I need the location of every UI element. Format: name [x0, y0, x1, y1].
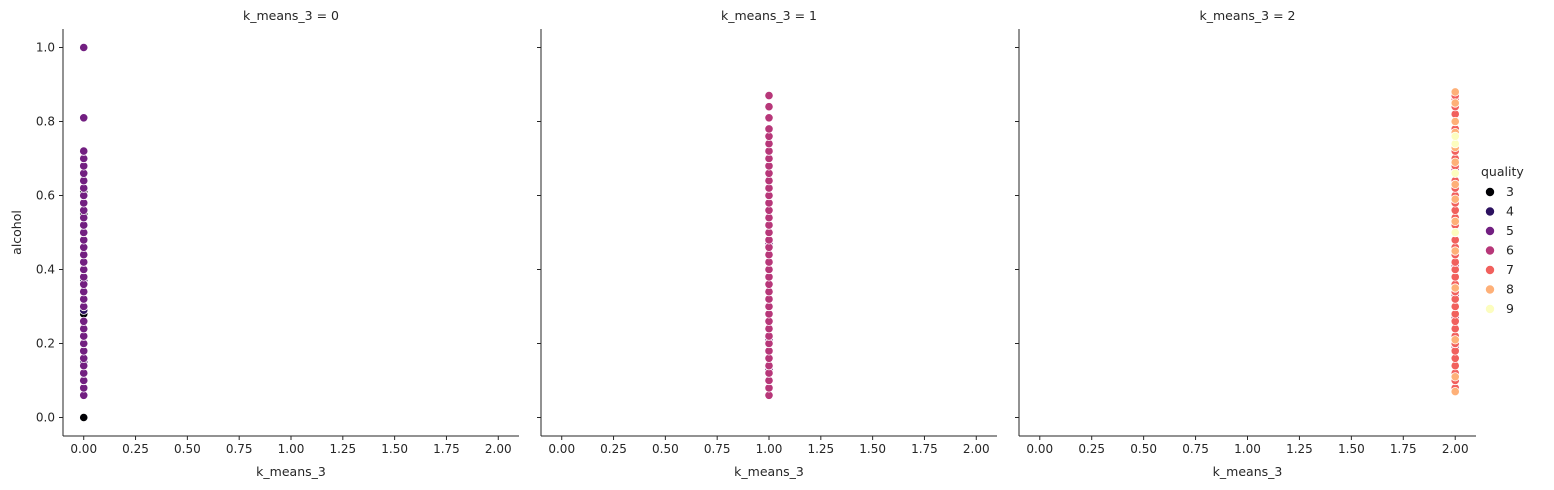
data-point	[1450, 372, 1460, 382]
x-tick-label: 1.75	[433, 442, 460, 456]
legend-label-6: 6	[1506, 243, 1514, 258]
y-tick-label: 0.2	[36, 337, 55, 351]
y-axis-title: alcohol	[9, 210, 24, 255]
x-tick-label: 2.00	[1442, 442, 1469, 456]
x-tick-label: 0.75	[704, 442, 731, 456]
data-point	[1450, 98, 1460, 108]
y-tick-label: 0.8	[36, 115, 55, 129]
x-tick-label: 1.00	[278, 442, 305, 456]
x-axis-title-0: k_means_3	[256, 464, 326, 479]
data-point	[764, 124, 774, 134]
data-point	[1450, 386, 1460, 397]
x-tick-label: 2.00	[485, 442, 512, 456]
data-point	[1450, 335, 1460, 345]
data-point	[79, 146, 89, 156]
data-point	[1450, 157, 1460, 167]
x-tick-label: 0.25	[600, 442, 627, 456]
legend-marker-8	[1485, 284, 1496, 295]
data-point	[79, 42, 89, 53]
x-tick-label: 0.50	[652, 442, 679, 456]
x-tick-label: 1.50	[381, 442, 408, 456]
x-tick-label: 1.75	[1390, 442, 1417, 456]
legend-marker-6	[1485, 245, 1496, 256]
x-tick-label: 2.00	[963, 442, 990, 456]
facet-panel-1: k_means_3 = 1 0.00 0.25 0.50 0.75 1.00 1.25 1.5…	[537, 8, 997, 479]
legend: quality 3 4 5 6 7 8 9	[1481, 164, 1524, 316]
x-tick-label: 1.00	[1234, 442, 1261, 456]
x-tick-label: 0.25	[122, 442, 149, 456]
x-tick-label: 1.25	[1286, 442, 1313, 456]
y-tick-label: 0.4	[36, 263, 55, 277]
x-tick-label: 1.25	[807, 442, 834, 456]
data-point	[79, 113, 89, 123]
x-tick-label: 0.75	[1182, 442, 1209, 456]
facet-panel-2: k_means_3 = 2 0.00 0.25 0.50 0.75 1.00 1.25 1.5…	[1015, 8, 1476, 479]
x-tick-label: 1.25	[329, 442, 356, 456]
x-axis-title-1: k_means_3	[734, 464, 804, 479]
data-point	[1450, 131, 1460, 141]
x-tick-label: 1.75	[911, 442, 938, 456]
x-tick-label: 1.00	[756, 442, 783, 456]
x-tick-label: 0.50	[174, 442, 201, 456]
data-point	[764, 102, 774, 112]
legend-label-5: 5	[1506, 223, 1514, 238]
legend-label-8: 8	[1506, 282, 1514, 297]
data-point	[1450, 246, 1460, 256]
data-point	[1450, 283, 1460, 293]
data-point	[1450, 216, 1460, 226]
series-quality-9	[1450, 131, 1460, 238]
facet-title-2: k_means_3 = 2	[1199, 8, 1295, 23]
legend-label-4: 4	[1506, 204, 1514, 219]
x-tick-label: 1.50	[859, 442, 886, 456]
data-point	[79, 412, 89, 423]
data-point	[1450, 194, 1460, 204]
x-tick-label: 0.00	[70, 442, 97, 456]
x-tick-label: 0.00	[548, 442, 575, 456]
x-tick-label: 0.00	[1026, 442, 1053, 456]
x-tick-label: 1.50	[1338, 442, 1365, 456]
legend-label-3: 3	[1506, 184, 1514, 199]
facet-title-0: k_means_3 = 0	[243, 8, 339, 23]
data-point	[1450, 87, 1460, 97]
x-tick-label: 0.25	[1078, 442, 1105, 456]
legend-marker-4	[1485, 206, 1496, 217]
data-point	[764, 113, 774, 123]
facet-panel-0: k_means_3 = 0 0.0 0.2 0.4 0.6 0.8 1.0 0.00 0.25 0…	[36, 8, 519, 479]
legend-title: quality	[1481, 164, 1524, 179]
facet-title-1: k_means_3 = 1	[721, 8, 817, 23]
series-quality-5	[79, 42, 89, 400]
data-point	[1450, 116, 1460, 127]
y-tick-label: 0.0	[36, 411, 55, 425]
data-point	[1450, 168, 1460, 178]
legend-marker-3	[1485, 186, 1496, 197]
data-point	[79, 316, 89, 326]
series-quality-6	[764, 91, 774, 400]
y-tick-label: 1.0	[36, 41, 55, 55]
x-tick-label: 0.75	[226, 442, 253, 456]
legend-marker-7	[1485, 264, 1496, 275]
x-tick-label: 0.50	[1130, 442, 1157, 456]
data-point	[764, 91, 774, 101]
legend-label-9: 9	[1506, 301, 1514, 316]
data-point	[1450, 179, 1460, 189]
data-point	[1450, 227, 1460, 238]
x-axis-title-2: k_means_3	[1213, 464, 1283, 479]
legend-label-7: 7	[1506, 262, 1514, 277]
legend-marker-5	[1485, 225, 1496, 236]
legend-marker-9	[1485, 303, 1496, 314]
y-tick-label: 0.6	[36, 189, 55, 203]
